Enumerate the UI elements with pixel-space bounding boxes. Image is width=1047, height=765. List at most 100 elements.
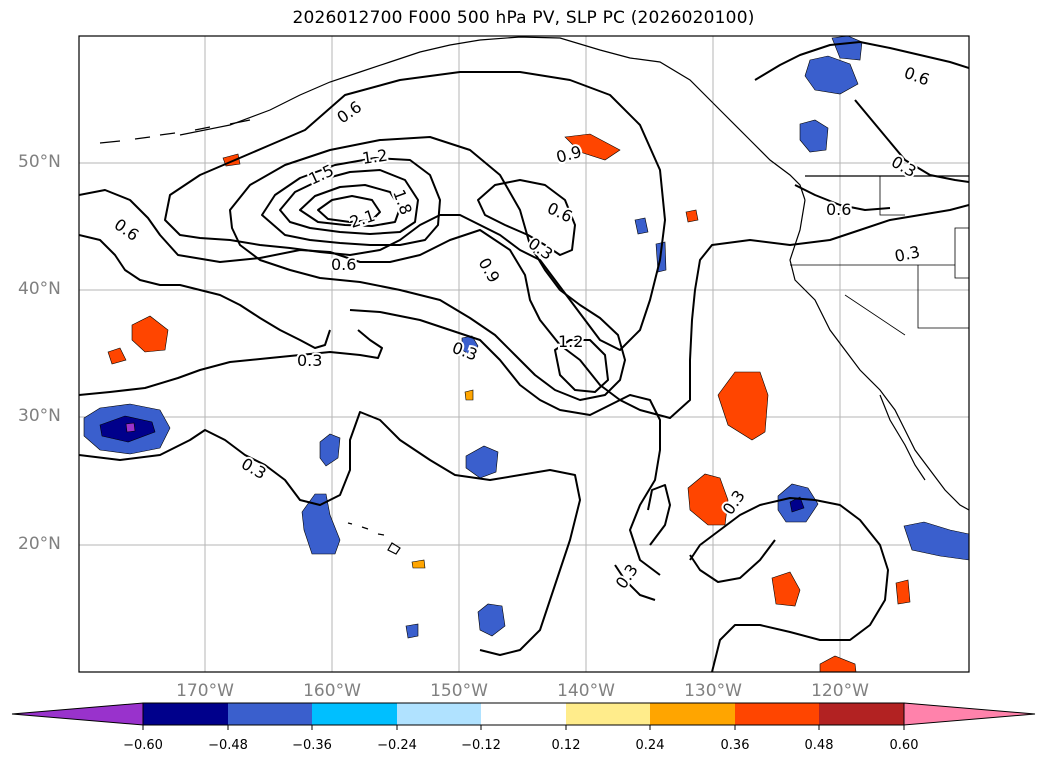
aleutians (99, 119, 251, 144)
lat-label: 40°N (18, 279, 61, 299)
coastlines (99, 36, 969, 555)
colorbar-seg (566, 703, 650, 725)
colorbar-tick-label: −0.60 (123, 738, 163, 753)
pv-pos-4 (107, 347, 127, 365)
contour-label: 0.6 (902, 63, 932, 90)
colorbar-tick-label: 0.48 (804, 738, 834, 753)
contour-03-loop (349, 309, 661, 576)
colorbar-tick-label: 0.12 (551, 738, 581, 753)
slp-contours (79, 41, 969, 672)
colorbar-seg (228, 703, 312, 725)
pv-neg-9 (831, 36, 863, 61)
lon-label: 150°W (430, 681, 488, 701)
pv-neg-2 (301, 493, 341, 555)
contour-09-east (477, 179, 576, 256)
lat-label: 20°N (18, 534, 61, 554)
contour-03-right2 (689, 539, 776, 583)
lon-label: 160°W (303, 681, 361, 701)
colorbar-tick-label: 0.36 (720, 738, 750, 753)
pv-neg-1-peak (125, 422, 136, 433)
contour-06-ne (754, 41, 969, 81)
contour-label: 0.6 (544, 198, 575, 226)
pv-pos-2 (687, 473, 729, 526)
contour-18 (299, 184, 401, 227)
pv-positive (107, 133, 911, 672)
state-lines (790, 176, 969, 336)
pv-pos-8 (819, 655, 857, 672)
colorbar-seg (650, 703, 735, 725)
pv-pos-12 (411, 559, 426, 569)
lon-label: 120°W (811, 681, 869, 701)
colorbar-tick-label: −0.24 (377, 738, 417, 753)
colorbar-ticks (142, 725, 905, 730)
pv-neg-4 (465, 445, 499, 479)
contour-label: 0.6 (111, 215, 143, 245)
pv-neg-3 (319, 433, 341, 467)
baja (879, 394, 926, 481)
pv-pos-1 (717, 371, 769, 441)
map-frame (78, 35, 970, 673)
colorbar-extend-high (903, 702, 1036, 726)
contour-03-sw (614, 564, 656, 601)
colorbar-seg (819, 703, 904, 725)
contour-label: 0.9 (475, 255, 504, 287)
contour-06-bc (794, 184, 891, 211)
colorbar-seg (143, 703, 228, 725)
colorbar-extend-low (11, 702, 144, 726)
contour-label: 0.6 (331, 255, 356, 274)
hawaii (347, 522, 401, 555)
contour-label: 0.3 (893, 242, 922, 266)
pv-negative (83, 36, 969, 639)
contour-03-right (689, 497, 889, 672)
pv-neg-7 (903, 521, 969, 561)
contour-label: 1.2 (558, 332, 583, 351)
contour-03-ne (854, 99, 969, 183)
lon-label: 170°W (176, 681, 234, 701)
contour-15 (279, 169, 419, 235)
contour-label: 2.1 (347, 206, 377, 232)
colorbar-tick-label: −0.36 (292, 738, 332, 753)
lat-label: 50°N (18, 152, 61, 172)
contour-03-mid (647, 484, 671, 546)
map-title: 2026012700 F000 500 hPa PV, SLP PC (2026… (292, 8, 755, 28)
pv-pos-7 (895, 579, 911, 605)
pv-pos-11 (464, 389, 474, 401)
pv-neg-5 (477, 603, 506, 637)
na-west-coast (789, 199, 969, 511)
contour-12-south (554, 339, 609, 393)
colorbar-seg (312, 703, 397, 725)
contour-outer (79, 189, 969, 419)
colorbar-tick-label: −0.48 (208, 738, 248, 753)
pv-neg-8 (804, 55, 859, 95)
pv-neg-10 (799, 119, 829, 153)
pv-pos-9 (685, 209, 699, 223)
contour-label: 0.3 (888, 152, 920, 181)
colorbar-tick-label: −0.12 (461, 738, 501, 753)
pv-pos-6 (564, 133, 621, 161)
colorbar-tick-label: 0.60 (889, 738, 919, 753)
colorbar-seg (481, 703, 566, 725)
contour-label: 0.6 (826, 200, 851, 219)
map-area: 0.6 1.2 1.5 2.1 1.8 0.9 0.6 0.3 0.9 0.6 … (79, 36, 969, 672)
contour-06-west (79, 234, 331, 349)
colorbar-seg (397, 703, 481, 725)
contour-03-se (79, 411, 581, 656)
lon-label: 140°W (557, 681, 615, 701)
pv-neg-12 (634, 217, 649, 235)
pv-pos-3 (131, 315, 169, 353)
colorbar (11, 702, 1036, 730)
contour-21 (317, 195, 381, 223)
alaska-coast (179, 36, 806, 201)
gridlines (79, 36, 969, 672)
contour-label: 0.3 (297, 351, 322, 370)
colorbar-seg (735, 703, 819, 725)
pv-neg-14 (405, 623, 419, 639)
colorbar-tick-label: 0.24 (635, 738, 665, 753)
contour-09 (229, 136, 626, 401)
lat-label: 30°N (18, 406, 61, 426)
pv-pos-5 (771, 571, 801, 607)
contour-big-loop (164, 71, 666, 351)
contour-12 (261, 157, 441, 246)
lon-label: 130°W (684, 681, 742, 701)
